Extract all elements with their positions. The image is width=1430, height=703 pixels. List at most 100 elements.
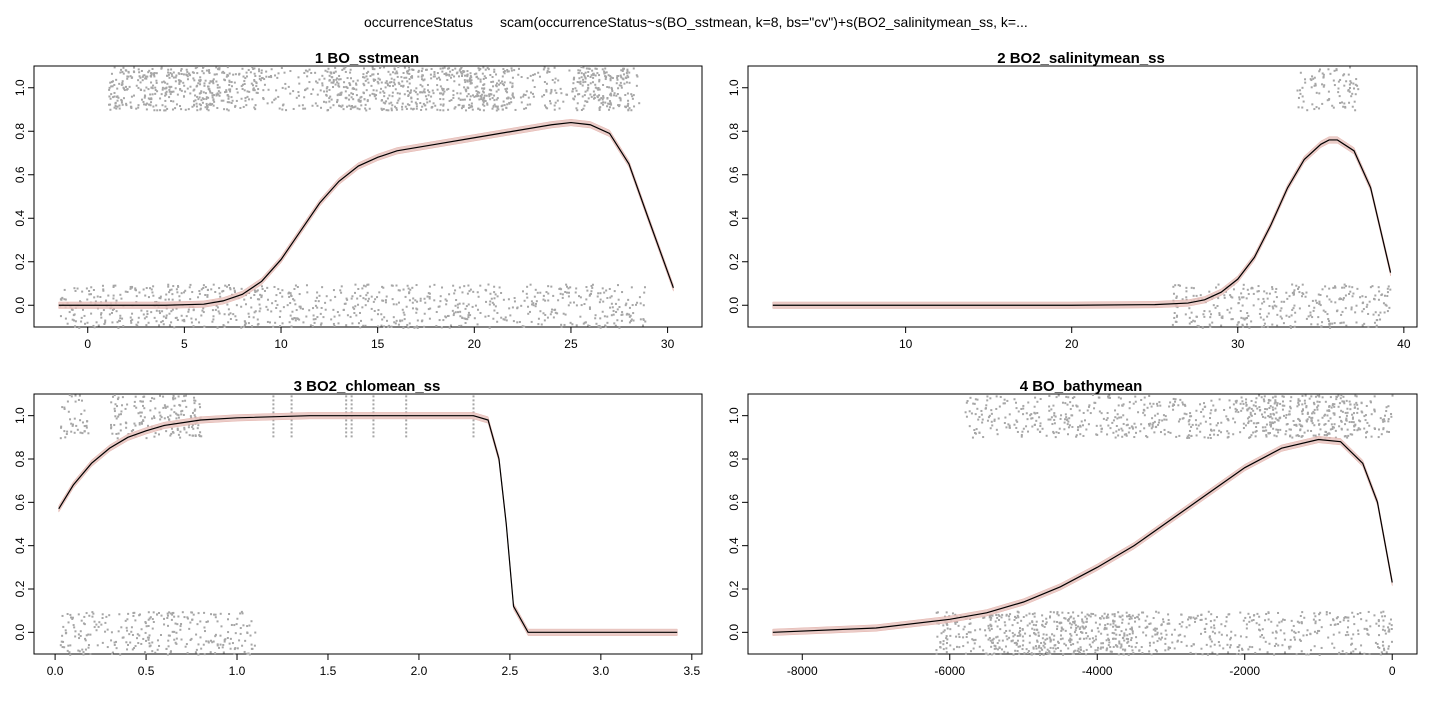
occurrence-point-present: [391, 71, 394, 74]
y-tick-label: 0.8: [13, 450, 27, 467]
occurrence-point-present: [328, 88, 331, 91]
occurrence-point-present: [143, 74, 146, 77]
occurrence-point-absent: [467, 314, 470, 317]
occurrence-point-absent: [1325, 613, 1328, 616]
occurrence-point-absent: [187, 308, 190, 311]
occurrence-point-present: [344, 90, 347, 93]
occurrence-point-present: [1172, 397, 1175, 400]
occurrence-point-present: [216, 86, 219, 89]
occurrence-point-absent: [101, 641, 104, 644]
occurrence-point-present: [149, 104, 152, 107]
occurrence-point-absent: [1032, 646, 1035, 649]
occurrence-point-present: [160, 93, 163, 96]
occurrence-point-absent: [464, 307, 467, 310]
occurrence-point-absent: [190, 317, 193, 320]
occurrence-point-present: [1295, 424, 1298, 427]
occurrence-point-absent: [112, 284, 115, 287]
occurrence-point-absent: [345, 324, 348, 327]
occurrence-point-absent: [1088, 643, 1091, 646]
occurrence-point-absent: [523, 325, 526, 328]
occurrence-point-present: [342, 108, 345, 111]
occurrence-point-present: [1065, 395, 1068, 398]
occurrence-point-present: [602, 96, 605, 99]
occurrence-point-present: [1203, 436, 1206, 439]
occurrence-point-absent: [253, 644, 256, 647]
occurrence-point-present: [1133, 422, 1136, 425]
occurrence-point-absent: [124, 619, 127, 622]
occurrence-point-absent: [1289, 325, 1292, 328]
occurrence-point-present: [193, 414, 196, 417]
occurrence-point-absent: [999, 652, 1002, 655]
occurrence-point-present: [501, 108, 504, 111]
occurrence-point-absent: [1217, 283, 1220, 286]
occurrence-point-absent: [1027, 650, 1030, 653]
occurrence-point-absent: [1329, 326, 1332, 329]
occurrence-point-absent: [1242, 283, 1245, 286]
occurrence-point-absent: [61, 614, 64, 617]
occurrence-point-absent: [1387, 630, 1390, 633]
occurrence-point-present: [109, 103, 112, 106]
occurrence-point-absent: [1316, 323, 1319, 326]
occurrence-point-absent: [192, 308, 195, 311]
occurrence-point-present: [572, 82, 575, 85]
occurrence-point-absent: [181, 319, 184, 322]
occurrence-point-present: [1172, 403, 1175, 406]
occurrence-point-absent: [1117, 611, 1120, 614]
occurrence-point-present: [199, 108, 202, 111]
occurrence-point-absent: [638, 296, 641, 299]
occurrence-point-absent: [972, 639, 975, 642]
occurrence-point-present: [492, 104, 495, 107]
occurrence-point-present: [513, 69, 516, 72]
occurrence-point-present: [462, 104, 465, 107]
occurrence-point-present: [1340, 428, 1343, 431]
occurrence-point-absent: [1120, 630, 1123, 633]
occurrence-point-present: [1147, 423, 1150, 426]
occurrence-point-present: [110, 426, 113, 429]
occurrence-point-present: [1274, 395, 1277, 398]
occurrence-point-present: [1274, 401, 1277, 404]
occurrence-point-present: [160, 67, 163, 70]
occurrence-point-present: [625, 81, 628, 84]
occurrence-point-present: [306, 75, 309, 78]
occurrence-point-absent: [296, 285, 299, 288]
occurrence-point-absent: [1266, 651, 1269, 654]
occurrence-point-absent: [488, 326, 491, 329]
occurrence-point-absent: [1220, 324, 1223, 327]
occurrence-point-present: [251, 98, 254, 101]
occurrence-point-absent: [408, 322, 411, 325]
occurrence-point-present: [405, 76, 408, 79]
occurrence-point-present: [423, 78, 426, 81]
occurrence-point-absent: [421, 319, 424, 322]
occurrence-point-absent: [246, 631, 249, 634]
occurrence-point-absent: [1382, 610, 1385, 613]
occurrence-point-present: [158, 411, 161, 414]
occurrence-point-present: [1273, 421, 1276, 424]
occurrence-point-present: [70, 395, 73, 398]
occurrence-point-present: [169, 72, 172, 75]
occurrence-point-absent: [606, 315, 609, 318]
occurrence-point-present: [1204, 420, 1207, 423]
x-tick-label: 40: [1397, 337, 1411, 351]
occurrence-point-present: [216, 83, 219, 86]
occurrence-point-absent: [1210, 640, 1213, 643]
occurrence-point-absent: [373, 309, 376, 312]
occurrence-point-present: [554, 89, 557, 92]
occurrence-point-absent: [423, 325, 426, 328]
occurrence-point-present: [380, 87, 383, 90]
occurrence-point-absent: [1088, 637, 1091, 640]
occurrence-point-present: [327, 67, 330, 70]
occurrence-point-present: [377, 82, 380, 85]
occurrence-point-present: [153, 109, 156, 112]
occurrence-point-present: [1188, 436, 1191, 439]
occurrence-point-present: [630, 109, 633, 112]
occurrence-point-present: [134, 424, 137, 427]
occurrence-point-present: [1348, 421, 1351, 424]
occurrence-point-absent: [1131, 632, 1134, 635]
occurrence-point-absent: [1130, 617, 1133, 620]
occurrence-point-present: [241, 87, 244, 90]
occurrence-point-present: [241, 67, 244, 70]
occurrence-point-present: [316, 81, 319, 84]
occurrence-point-present: [483, 104, 486, 107]
occurrence-point-absent: [1094, 635, 1097, 638]
occurrence-point-absent: [1109, 623, 1112, 626]
